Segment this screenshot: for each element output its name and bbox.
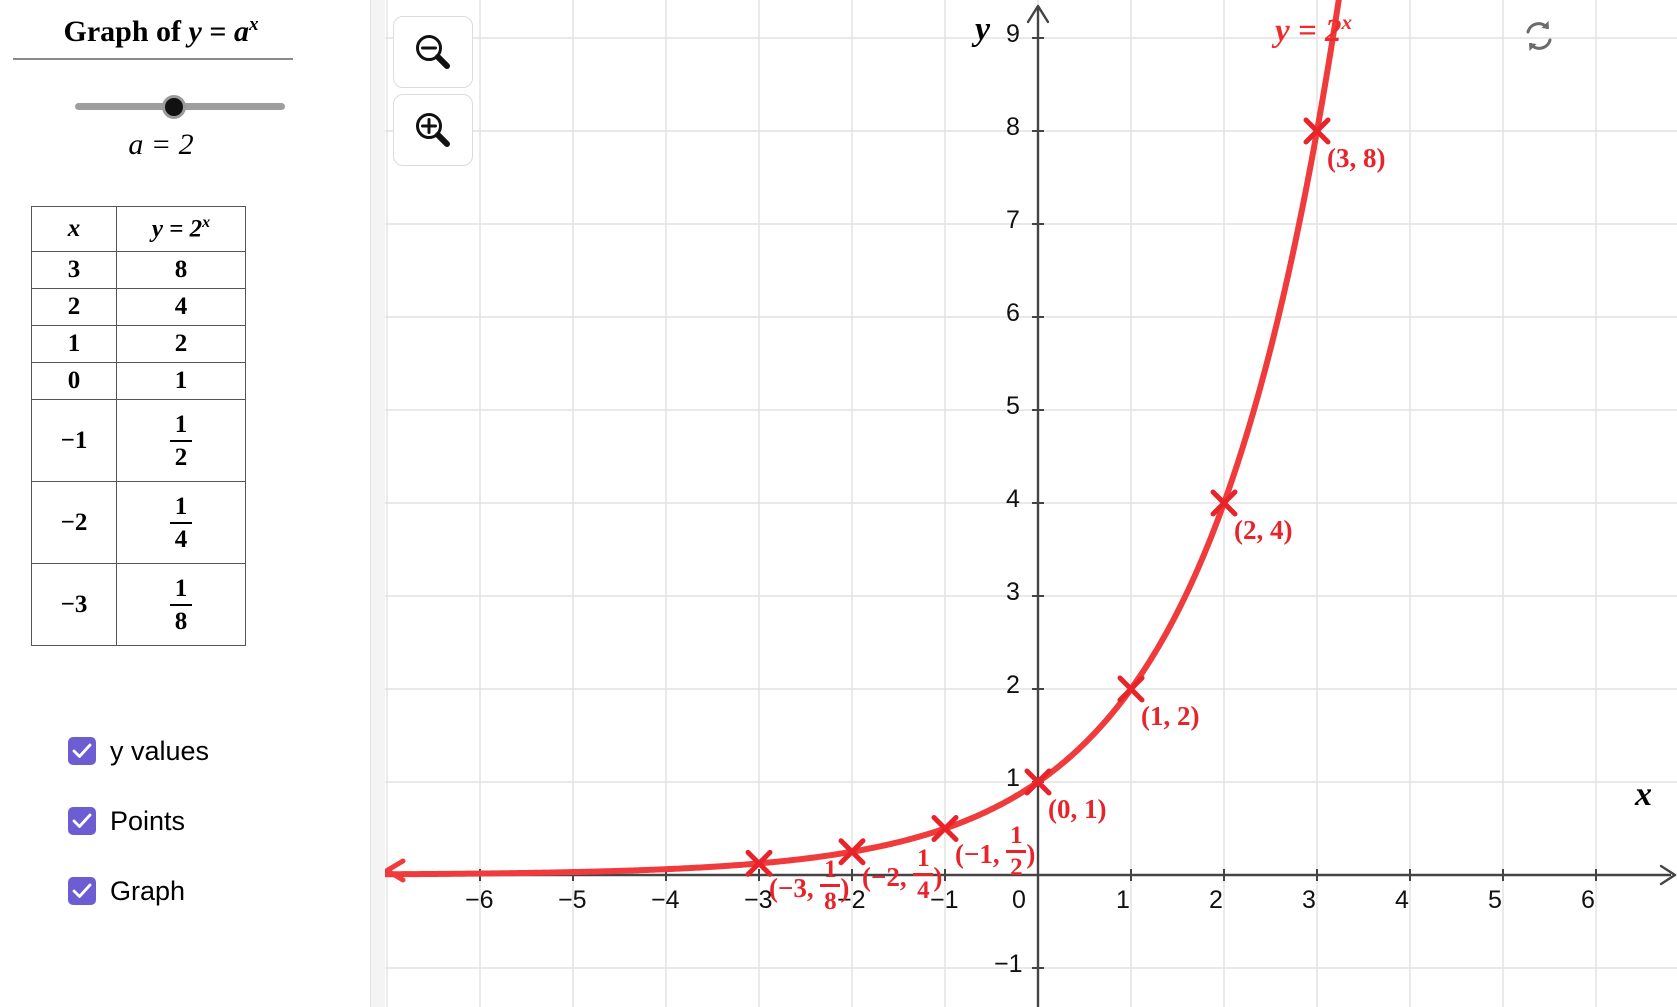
y-tick-label: 7 bbox=[1006, 206, 1020, 234]
x-tick-label: 3 bbox=[1302, 886, 1316, 914]
checkbox-graph[interactable] bbox=[68, 877, 96, 905]
title-base: a bbox=[233, 15, 249, 48]
checkbox-row-y-values[interactable]: y values bbox=[68, 736, 209, 766]
zoom-out-button[interactable] bbox=[393, 16, 473, 88]
x-tick-label: 2 bbox=[1209, 886, 1223, 914]
table-cell-x: 2 bbox=[31, 288, 117, 326]
checkbox-row-points[interactable]: Points bbox=[68, 806, 185, 836]
refresh-icon bbox=[1526, 21, 1552, 51]
checkbox-y-values[interactable] bbox=[68, 737, 96, 765]
x-tick-label: −5 bbox=[558, 886, 587, 914]
table-header-y: y = 2x bbox=[116, 206, 246, 252]
x-tick-label: −2 bbox=[837, 886, 866, 914]
point-label: (0, 1) bbox=[1048, 794, 1107, 824]
zoom-in-icon bbox=[416, 113, 450, 147]
x-tick-label: 1 bbox=[1116, 886, 1130, 914]
table-row: −1 1 2 bbox=[31, 399, 246, 482]
x-tick-label: 5 bbox=[1488, 886, 1502, 914]
zoom-out-icon bbox=[416, 35, 450, 69]
x-tick-label: 0 bbox=[1012, 886, 1026, 914]
table-cell-x: −3 bbox=[31, 563, 117, 646]
table-cell-x: 0 bbox=[31, 362, 117, 400]
y-tick-label: 1 bbox=[1006, 764, 1020, 792]
y-tick-label: 4 bbox=[1006, 485, 1020, 513]
point-label: (−1, 1 2) bbox=[955, 821, 1036, 881]
slider-var: a bbox=[128, 128, 144, 161]
table-cell-y: 1 bbox=[116, 362, 246, 400]
title-prefix: Graph of bbox=[63, 15, 189, 48]
checkbox-points[interactable] bbox=[68, 807, 96, 835]
table-cell-x: 3 bbox=[31, 251, 117, 289]
y-tick-label: 5 bbox=[1006, 392, 1020, 420]
check-icon bbox=[72, 883, 92, 898]
point-label: (2, 4) bbox=[1234, 515, 1293, 545]
y-tick-label: −1 bbox=[994, 950, 1023, 978]
coordinate-plane bbox=[385, 0, 1677, 1007]
y-axis-label: y bbox=[975, 11, 991, 48]
page-title: Graph of y = ax bbox=[16, 14, 306, 49]
x-tick-label: 6 bbox=[1581, 886, 1595, 914]
panel-resize-divider[interactable] bbox=[370, 0, 754, 1007]
table-cell-y: 2 bbox=[116, 325, 246, 363]
point-label: (3, 8) bbox=[1327, 143, 1386, 173]
table-cell-y: 8 bbox=[116, 251, 246, 289]
value-table: x y = 2x 3 8 2 4 1 2 0 1 −1 1 2 −2 1 4 −3 1 8 bbox=[31, 206, 246, 646]
table-row: −2 1 4 bbox=[31, 481, 246, 564]
point-label: (−2, 1 4) bbox=[862, 844, 943, 904]
table-header-x: x bbox=[31, 206, 117, 252]
title-exponent: x bbox=[248, 14, 259, 35]
slider-value-label: a = 2 bbox=[16, 128, 306, 162]
point-label: (1, 2) bbox=[1141, 701, 1200, 731]
checkbox-row-graph[interactable]: Graph bbox=[68, 876, 185, 906]
zoom-in-button[interactable] bbox=[393, 94, 473, 166]
y-tick-label: 3 bbox=[1006, 578, 1020, 606]
x-tick-label: −3 bbox=[744, 886, 773, 914]
y-tick-label: 2 bbox=[1006, 671, 1020, 699]
slider-number: 2 bbox=[178, 128, 194, 161]
y-tick-label: 9 bbox=[1006, 20, 1020, 48]
check-icon bbox=[72, 743, 92, 758]
table-cell-x: −1 bbox=[31, 399, 117, 482]
title-underline bbox=[13, 58, 293, 60]
title-eq: = bbox=[201, 15, 234, 48]
x-tick-label: −6 bbox=[465, 886, 494, 914]
table-header-row: x y = 2x bbox=[31, 206, 246, 252]
left-panel: Graph of y = ax a = 2 x y = 2x 3 8 2 4 1 2 0 1−… bbox=[0, 0, 370, 1007]
y-tick-label: 8 bbox=[1006, 113, 1020, 141]
table-row: −3 1 8 bbox=[31, 563, 246, 646]
title-lhs: y bbox=[188, 15, 202, 48]
slider-thumb[interactable] bbox=[162, 95, 186, 119]
slider-eq: = bbox=[143, 128, 179, 161]
x-tick-label: −4 bbox=[651, 886, 680, 914]
checkbox-label-y-values: y values bbox=[110, 735, 210, 766]
x-tick-label: −1 bbox=[930, 886, 959, 914]
x-tick-label: 4 bbox=[1395, 886, 1409, 914]
function-label: y = 2x bbox=[1275, 10, 1352, 49]
parameter-slider[interactable] bbox=[75, 95, 285, 119]
x-axis-label: x bbox=[1635, 776, 1652, 813]
table-cell-x: −2 bbox=[31, 481, 117, 564]
point-label: (−3, 1 8) bbox=[769, 856, 850, 916]
table-cell-x: 1 bbox=[31, 325, 117, 363]
table-cell-y: 4 bbox=[116, 288, 246, 326]
checkbox-label-graph: Graph bbox=[110, 875, 186, 906]
graphics-view[interactable]: y = 2x x y −6 −5 −4 −3 −2 −1 0 1 2 3 4 5 6 −1 1 2 3 4 5 6 7 8… bbox=[385, 0, 1677, 1007]
checkbox-label-points: Points bbox=[110, 805, 186, 836]
check-icon bbox=[72, 813, 92, 828]
reset-view-button[interactable] bbox=[1517, 14, 1561, 58]
y-tick-label: 6 bbox=[1006, 299, 1020, 327]
